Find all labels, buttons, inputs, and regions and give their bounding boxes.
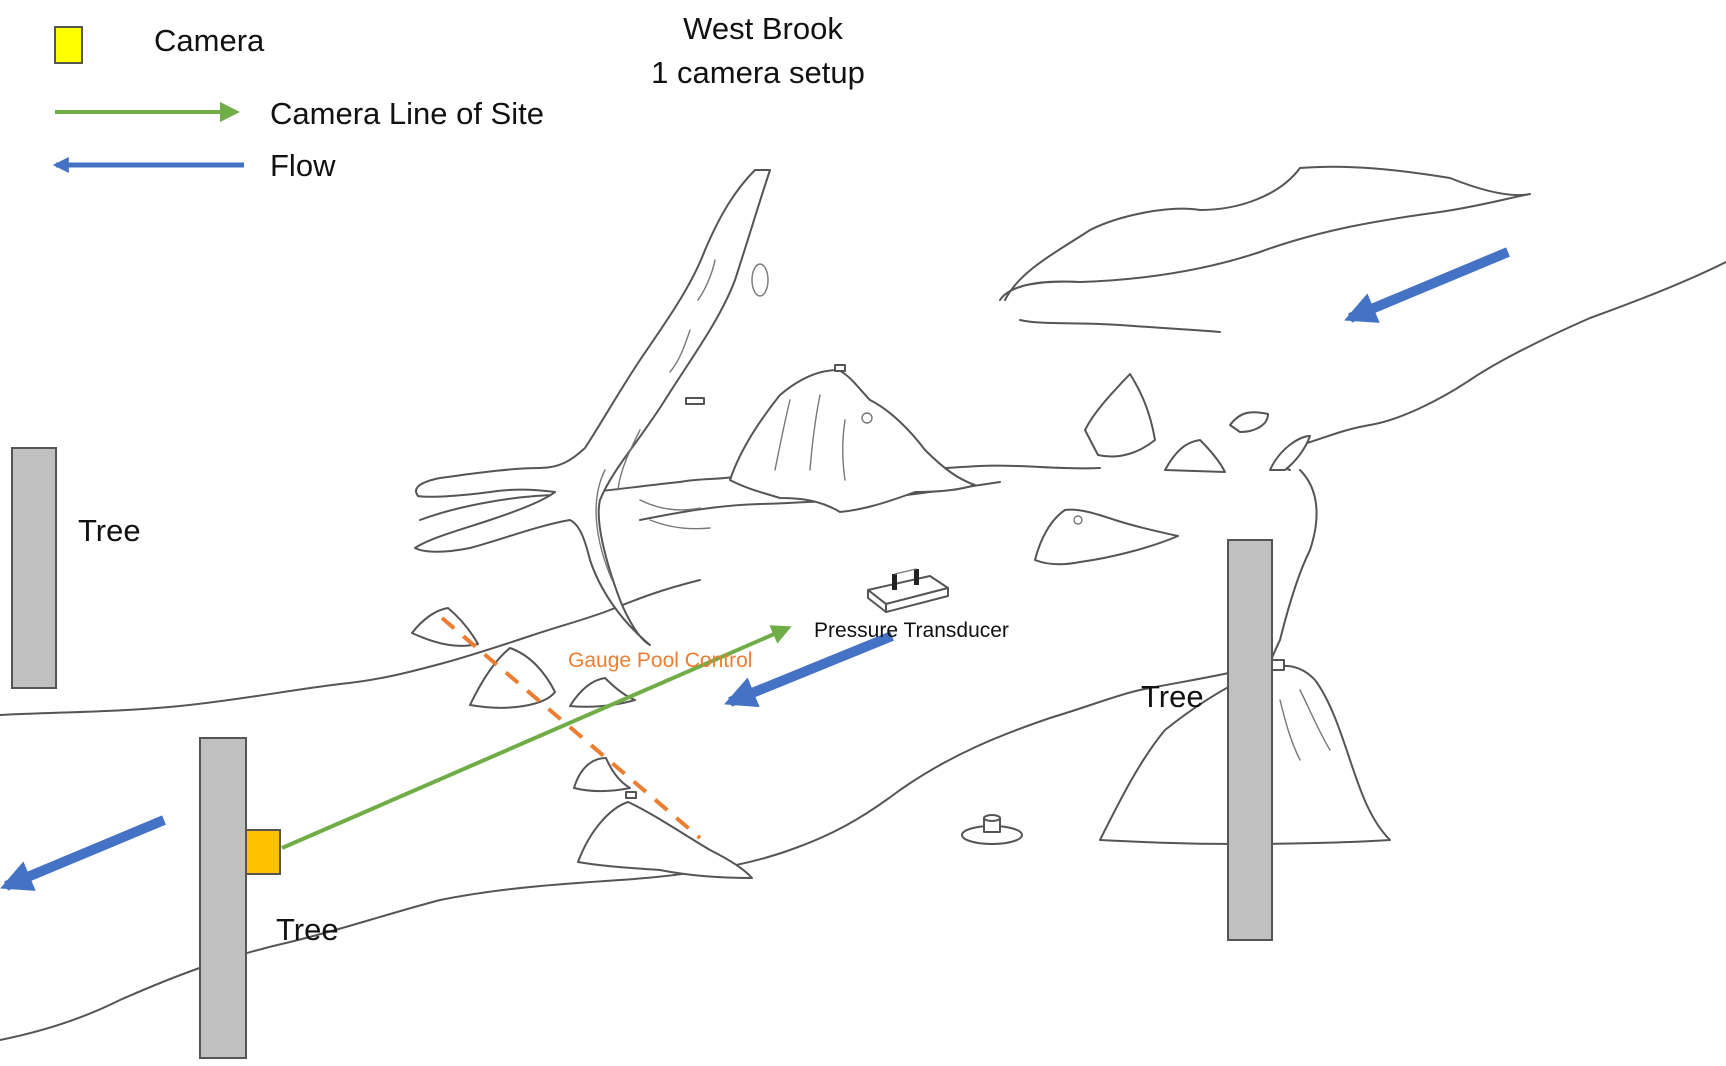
title-line-2: 1 camera setup bbox=[651, 55, 865, 90]
flow-arrow-upstream bbox=[1344, 247, 1510, 323]
legend: Camera Camera Line of Site Flow bbox=[52, 23, 544, 183]
title-line-1: West Brook bbox=[683, 11, 843, 46]
control-rock-3 bbox=[569, 677, 636, 708]
flow-arrow-center bbox=[724, 631, 894, 708]
lower-stream-bank bbox=[0, 665, 1261, 1041]
fallen-tree-trunk bbox=[414, 169, 771, 646]
control-rock-4 bbox=[573, 757, 631, 792]
tree-label-left-lower: Tree bbox=[276, 912, 339, 947]
rock-right-b bbox=[1164, 439, 1226, 473]
legend-flow-label: Flow bbox=[270, 148, 336, 183]
far-channel-left-bank bbox=[999, 165, 1531, 301]
legend-camera-label: Camera bbox=[154, 23, 265, 58]
tree-label-right: Tree bbox=[1141, 679, 1204, 714]
trunk-bolt bbox=[685, 397, 705, 405]
control-rock-5 bbox=[577, 801, 753, 879]
far-channel-right-bank bbox=[1280, 261, 1726, 471]
pressure-transducer-device bbox=[867, 568, 949, 613]
right-tree-bracket bbox=[1271, 659, 1285, 671]
tree-trunk-outline bbox=[414, 169, 771, 646]
upper-stream-bank bbox=[0, 579, 701, 716]
tree-knot bbox=[751, 263, 769, 297]
tree-post-left-upper bbox=[11, 447, 57, 689]
stilling-well-disc bbox=[961, 814, 1023, 845]
rock-right-d bbox=[1269, 435, 1311, 471]
stream-banks bbox=[0, 165, 1726, 1041]
rock-right-c bbox=[1229, 411, 1269, 433]
legend-camera-swatch bbox=[54, 26, 83, 64]
rock-right-a bbox=[1084, 373, 1156, 458]
flow-arrow-downstream bbox=[0, 815, 166, 891]
tree-label-left-upper: Tree bbox=[78, 513, 141, 548]
gauge-pool-control-line bbox=[440, 616, 702, 840]
far-channel-inner-line bbox=[1019, 319, 1221, 333]
camera-line-of-site bbox=[281, 625, 792, 850]
central-boulder bbox=[729, 369, 976, 513]
gauge-pool-control-label: Gauge Pool Control bbox=[568, 649, 752, 672]
control-rock-1 bbox=[411, 607, 479, 647]
pressure-transducer-label: Pressure Transducer bbox=[814, 619, 1009, 642]
mounted-camera bbox=[245, 829, 281, 875]
legend-line-of-site-label: Camera Line of Site bbox=[270, 96, 544, 131]
tree-post-right bbox=[1227, 539, 1273, 941]
flat-rock-center bbox=[1034, 508, 1179, 566]
tree-post-left-lower bbox=[199, 737, 247, 1059]
